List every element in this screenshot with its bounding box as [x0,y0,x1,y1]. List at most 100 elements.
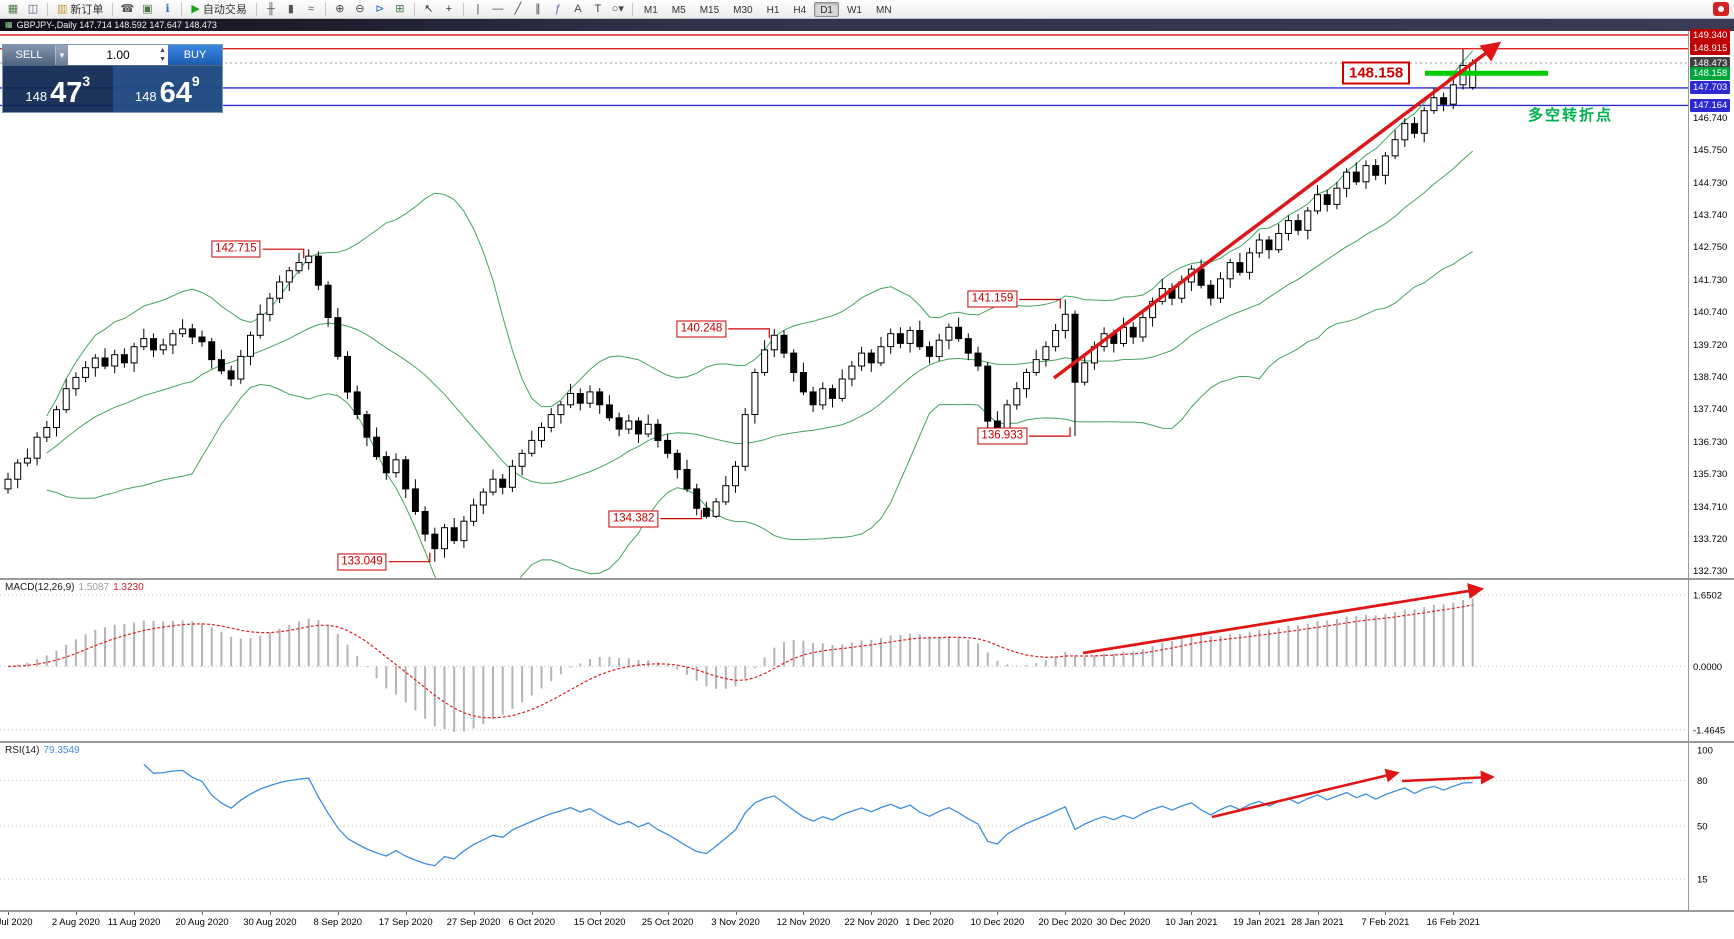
swing-price-label[interactable]: 133.049 [337,553,387,571]
timeframe-mn[interactable]: MN [875,4,892,16]
trendline-icon: ╱ [514,3,522,15]
time-label: 6 Oct 2020 [508,917,556,928]
price-tag: 149.340 [1690,28,1731,42]
macd-main-value: 1.5087 [78,582,110,593]
terminal-button[interactable]: ℹ [158,1,176,17]
rsi-value: 79.3549 [43,745,80,756]
horizontal-line-button[interactable]: — [489,1,507,17]
text-icon: A [574,3,582,15]
channel-button[interactable]: ∥ [529,1,547,17]
chart-profiles-icon: ◫ [27,3,39,15]
volume-down-icon[interactable]: ▼ [159,56,166,63]
main-chart-canvas[interactable] [0,31,1734,628]
zoom-out-button[interactable]: ⊖ [351,1,369,17]
macd-canvas[interactable]: 1.6502 0.0000 -1.4645 [0,579,1734,742]
shapes-button[interactable]: ○▾ [609,1,627,17]
buy-price[interactable]: 148 64 9 [112,66,222,112]
swing-price-label[interactable]: 142.715 [211,240,261,258]
svg-text:50: 50 [1697,822,1708,833]
volume-dropdown-icon[interactable]: ▼ [55,45,68,65]
autotrading-button[interactable]: ▶ 自动交易 [186,1,251,17]
autotrading-icon: ▶ [191,3,200,15]
volume-input[interactable]: 1.00 ▲ ▼ [68,45,168,65]
data-window-button[interactable]: ▣ [138,1,156,17]
terminal-icon: ℹ [165,3,170,15]
chart-shift-icon: ⊞ [395,3,405,15]
toolbar: ▦ ◫ ▥ 新订单 ☎ ▣ ℹ ▶ 自动交易 ╫ ▮ ≈ ⊕ ⊖ ⊳ ⊞ ↖ + | — ╱ ∥ ƒ A T ○▾ M1 M5 M15… [0,0,1734,19]
price-tick: 139.720 [1693,340,1728,351]
swing-price-label[interactable]: 141.159 [967,290,1018,308]
price-tick: 136.730 [1693,436,1728,448]
timeframe-m15[interactable]: M15 [699,4,720,16]
time-label: 19 Jan 2021 [1233,917,1286,928]
toolbar-separator [324,2,326,16]
label-button[interactable]: T [589,1,607,17]
auto-scroll-icon: ⊳ [375,3,385,15]
cursor-button[interactable]: ↖ [420,1,438,17]
timeframe-m1[interactable]: M1 [643,4,658,16]
sell-price[interactable]: 148 47 3 [3,66,113,112]
macd-panel[interactable]: MACD(12,26,9) 1.5087 1.3230 1.6502 0.0000 -1… [0,579,1734,742]
alert-icon[interactable] [1713,2,1729,16]
volume-up-icon[interactable]: ▲ [159,47,166,54]
market-watch-button[interactable]: ☎ [118,1,136,17]
swing-price-label[interactable]: 134.382 [608,510,659,528]
svg-text:15: 15 [1697,875,1708,886]
rsi-panel[interactable]: RSI(14) 79.3549 100 80 50 15 [0,742,1734,911]
resistance-level-label[interactable]: 148.158 [1342,61,1411,85]
price-tag: 147.164 [1690,98,1731,112]
timeframe-m5[interactable]: M5 [671,4,686,16]
auto-scroll-button[interactable]: ⊳ [371,1,389,17]
fibonacci-icon: ƒ [554,3,561,15]
time-label: 7 Feb 2021 [1361,917,1410,928]
price-tag: 148.158 [1690,66,1731,80]
crosshair-button[interactable]: + [440,1,458,17]
volume-stepper[interactable]: ▲ ▼ [159,46,166,64]
rsi-label: RSI(14) 79.3549 [5,745,80,756]
swing-price-label[interactable]: 136.933 [977,427,1027,445]
trendline-button[interactable]: ╱ [509,1,527,17]
time-label: 2 Aug 2020 [51,917,100,928]
timeframe-d1[interactable]: D1 [814,1,839,17]
timeframe-h1[interactable]: H1 [766,4,780,16]
time-axis-separator [0,910,1734,912]
time-label: 22 Nov 2020 [844,917,899,928]
sell-button[interactable]: SELL [3,45,55,65]
new-order-button[interactable]: ▥ 新订单 [52,1,108,17]
toolbar-separator [181,2,183,16]
new-chart-button[interactable]: ▦ [4,1,22,17]
time-tick [871,911,873,915]
timeframe-m30[interactable]: M30 [733,4,753,16]
rsi-canvas[interactable]: 100 80 50 15 [0,742,1734,911]
timeframe-w1[interactable]: W1 [846,4,862,16]
time-axis[interactable]: 23 Jul 2020 2 Aug 2020 11 Aug 2020 20 Aug 2… [0,911,1734,939]
line-chart-button[interactable]: ≈ [302,1,320,17]
price-tick: 137.740 [1693,404,1728,416]
time-label: 20 Dec 2020 [1038,917,1093,928]
time-label: 1 Dec 2020 [905,917,954,928]
candlestick-chart-button[interactable]: ▮ [282,1,300,17]
time-tick [75,911,77,915]
vertical-line-button[interactable]: | [469,1,487,17]
price-axis-border [1688,31,1689,911]
price-tag: 147.703 [1690,81,1731,95]
zoom-in-button[interactable]: ⊕ [331,1,349,17]
bar-chart-button[interactable]: ╫ [262,1,280,17]
swing-price-label[interactable]: 140.248 [676,320,727,338]
bar-chart-icon: ╫ [266,3,275,15]
rsi-separator[interactable] [0,741,1734,743]
vertical-line-icon: | [476,3,480,15]
chart-shift-button[interactable]: ⊞ [391,1,409,17]
buy-button[interactable]: BUY [168,45,222,65]
price-tick: 144.730 [1693,178,1728,190]
chart-profiles-button[interactable]: ◫ [24,1,42,17]
timeframe-h4[interactable]: H4 [793,4,807,16]
macd-separator[interactable] [0,578,1734,580]
main-chart[interactable] [0,31,1734,628]
text-button[interactable]: A [569,1,587,17]
chart-window-titlebar[interactable]: ▦ GBPJPY-,Daily 147.714 148.592 147.647 … [0,19,1734,31]
turning-point-annotation[interactable]: 多空转折点 [1528,107,1614,124]
macd-signal-value: 1.3230 [113,582,144,593]
market-watch-icon: ☎ [120,3,135,15]
fibonacci-button[interactable]: ƒ [549,1,567,17]
